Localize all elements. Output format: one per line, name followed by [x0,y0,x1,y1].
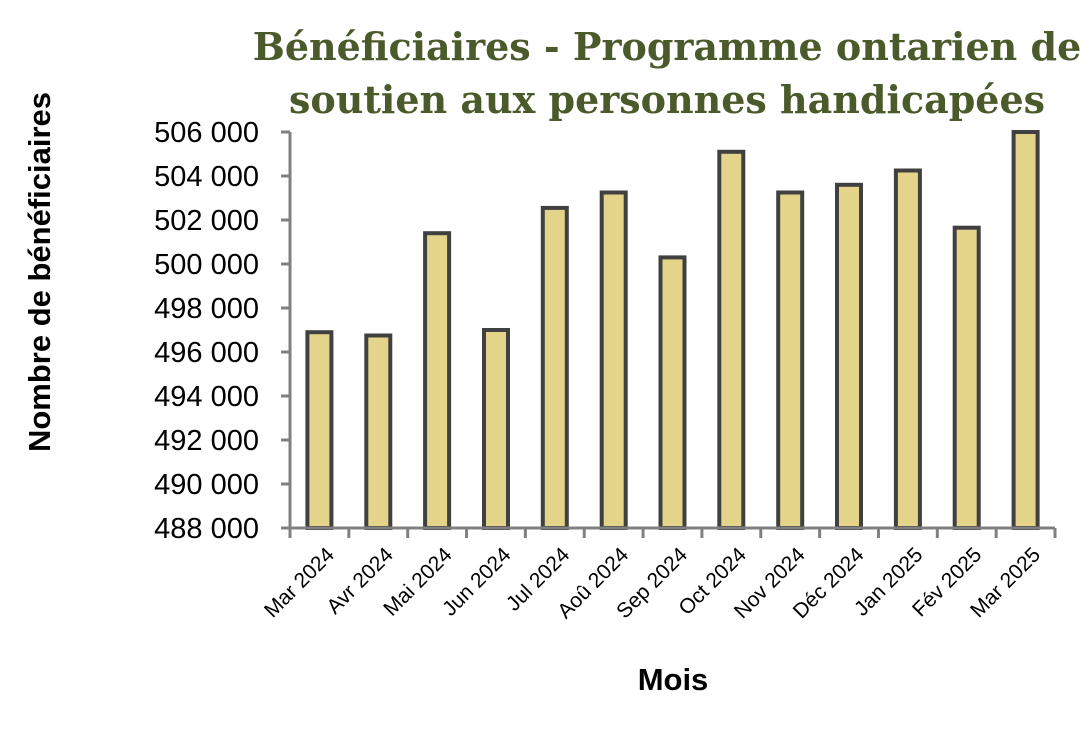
y-tick-label: 502 000 [154,205,259,237]
y-tick-label: 494 000 [154,381,259,413]
chart-title-line-1: Bénéficiaires - Programme ontarien de [253,24,1082,69]
bar-mar-2025 [1011,130,1040,530]
y-tick-label: 496 000 [154,337,259,369]
bar-jun-2024 [482,328,510,530]
bar-jul-2024 [540,205,569,530]
y-tick-label: 500 000 [154,249,259,281]
y-tick-label: 498 000 [154,293,259,325]
chart-title-line-2: soutien aux personnes handicapées [289,77,1045,122]
x-tick-label: Mar 2024 [260,543,339,622]
bar-déc-2024 [835,182,863,531]
y-tick-label: 492 000 [154,425,259,457]
bar-fév-2025 [952,225,981,530]
y-tick-label: 490 000 [154,469,259,501]
y-axis: 488 000 490 000 492 000 494 000 496 000 498 0… [154,117,292,545]
bar-avr-2024 [364,333,393,530]
bar-mai-2024 [423,231,452,530]
bar-nov-2024 [776,190,805,530]
bar-jan-2025 [893,168,922,530]
bar-sep-2024 [658,255,687,530]
bar-mar-2024 [305,330,334,531]
y-tick-label: 504 000 [154,161,259,193]
bar-aoû-2024 [599,190,628,530]
x-axis-title: Mois [638,662,709,697]
bars-group [305,130,1040,531]
y-axis-title: Nombre de bénéficiaires [22,92,57,452]
y-tick-label: 488 000 [154,513,259,545]
y-tick-label: 506 000 [154,117,259,149]
bar-oct-2024 [717,149,746,531]
